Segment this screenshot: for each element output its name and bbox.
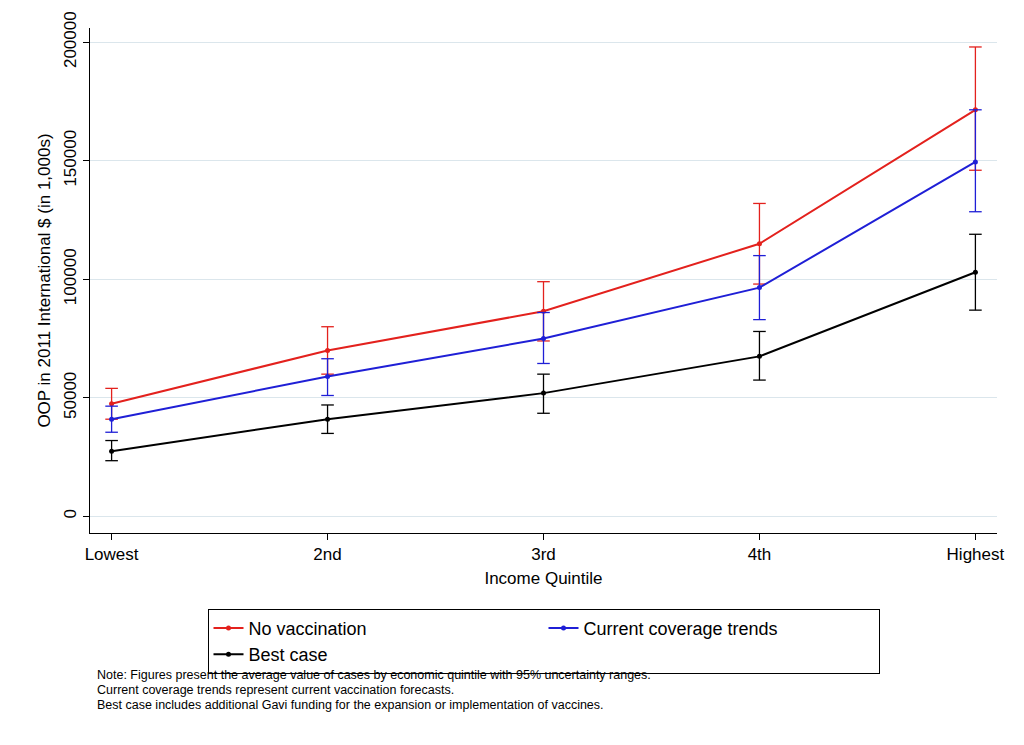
- svg-text:Current coverage trends: Current coverage trends: [584, 619, 778, 639]
- svg-text:OOP in 2011 International $ (i: OOP in 2011 International $ (in 1,000s): [35, 133, 54, 427]
- svg-text:Income Quintile: Income Quintile: [484, 569, 602, 588]
- svg-text:Lowest: Lowest: [85, 545, 139, 564]
- svg-text:150000: 150000: [61, 130, 80, 187]
- svg-text:100000: 100000: [61, 248, 80, 305]
- svg-text:Best case: Best case: [249, 645, 328, 665]
- svg-text:200000: 200000: [61, 11, 80, 68]
- svg-text:Note: Figures present the aver: Note: Figures present the average value …: [97, 668, 651, 682]
- svg-text:50000: 50000: [61, 372, 80, 419]
- svg-text:Highest: Highest: [947, 545, 1005, 564]
- svg-text:Best case includes additional: Best case includes additional Gavi fundi…: [97, 698, 604, 712]
- svg-text:4th: 4th: [748, 545, 772, 564]
- svg-text:3rd: 3rd: [531, 545, 556, 564]
- svg-text:Current coverage trends repres: Current coverage trends represent curren…: [97, 683, 454, 697]
- svg-text:0: 0: [61, 509, 80, 518]
- svg-text:2nd: 2nd: [313, 545, 341, 564]
- svg-text:No vaccination: No vaccination: [249, 619, 367, 639]
